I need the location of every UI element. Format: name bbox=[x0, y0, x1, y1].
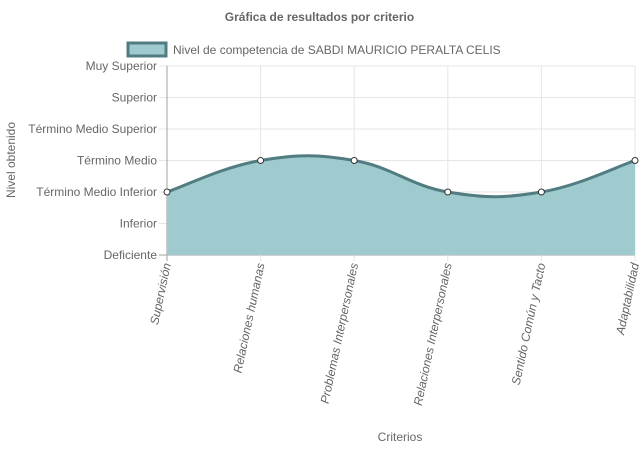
x-tick-label: Supervisión bbox=[147, 261, 174, 326]
x-tick-label: Relaciones humanas bbox=[231, 262, 268, 375]
legend-swatch bbox=[126, 41, 168, 58]
data-point[interactable] bbox=[163, 188, 171, 196]
data-point[interactable] bbox=[631, 157, 639, 164]
data-point[interactable] bbox=[537, 188, 545, 196]
y-tick-label: Muy Superior bbox=[86, 59, 157, 73]
legend[interactable]: Nivel de competencia de SABDI MAURICIO P… bbox=[126, 41, 501, 58]
y-tick-label: Término Medio Superior bbox=[28, 122, 157, 136]
y-tick-label: Inferior bbox=[120, 217, 157, 231]
x-tick-label: Problemas Interpersonales bbox=[318, 262, 362, 405]
y-tick-label: Término Medio bbox=[77, 154, 157, 168]
series-line bbox=[166, 154, 636, 199]
y-tick-label: Superior bbox=[112, 91, 157, 105]
data-point[interactable] bbox=[257, 157, 265, 164]
data-point[interactable] bbox=[350, 157, 358, 164]
x-axis-ticks: Supervisión Relaciones humanas Problemas I… bbox=[147, 261, 639, 406]
data-points bbox=[163, 157, 639, 196]
data-point[interactable] bbox=[444, 188, 452, 196]
x-tick-label: Adaptabilidad bbox=[613, 261, 639, 336]
y-tick-label: Término Medio Inferior bbox=[36, 185, 157, 199]
y-axis-ticks: Deficiente Inferior Término Medio Inferior… bbox=[28, 59, 157, 262]
x-tick-label: Relaciones Interpersonales bbox=[411, 262, 455, 407]
y-axis-title: Nivel obtenido bbox=[4, 122, 18, 198]
x-tick-label: Sentido Común y Tacto bbox=[509, 261, 549, 386]
chart-title: Gráfica de resultados por criterio bbox=[225, 10, 414, 24]
legend-label: Nivel de competencia de SABDI MAURICIO P… bbox=[173, 43, 501, 57]
series-area bbox=[167, 155, 635, 255]
x-axis-title: Criterios bbox=[378, 430, 423, 444]
plot-area bbox=[166, 154, 636, 255]
y-tick-label: Deficiente bbox=[104, 248, 158, 262]
